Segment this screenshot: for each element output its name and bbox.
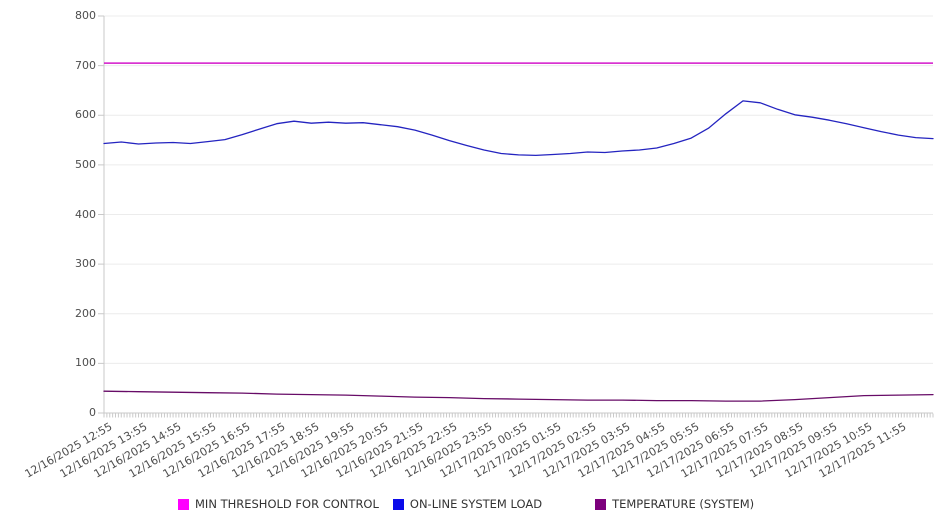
y-tick-label: 0 [89, 406, 96, 419]
legend: MIN THRESHOLD FOR CONTROL ON-LINE SYSTEM… [178, 497, 768, 511]
legend-swatch-min-threshold-icon [178, 498, 189, 510]
legend-label-min-threshold: MIN THRESHOLD FOR CONTROL [195, 497, 379, 511]
y-tick-label: 800 [75, 9, 96, 22]
legend-label-temperature-system: TEMPERATURE (SYSTEM) [612, 497, 755, 511]
y-tick-label: 200 [75, 306, 96, 320]
legend-label-online-system-load: ON-LINE SYSTEM LOAD [409, 497, 543, 511]
y-tick-label: 400 [75, 207, 96, 221]
y-tick-label: 700 [75, 58, 96, 72]
y-tick-label: 300 [75, 257, 96, 271]
legend-swatch-temperature-system-icon [595, 498, 607, 510]
y-tick-label: 100 [75, 356, 96, 370]
y-tick-label: 600 [75, 108, 96, 122]
legend-item-temperature-system[interactable]: TEMPERATURE (SYSTEM) [595, 497, 754, 511]
legend-swatch-online-system-load-icon [392, 498, 404, 510]
y-tick-label: 500 [75, 157, 96, 171]
legend-item-min-threshold[interactable]: MIN THRESHOLD FOR CONTROL [178, 497, 379, 511]
legend-item-online-system-load[interactable]: ON-LINE SYSTEM LOAD [392, 497, 543, 511]
